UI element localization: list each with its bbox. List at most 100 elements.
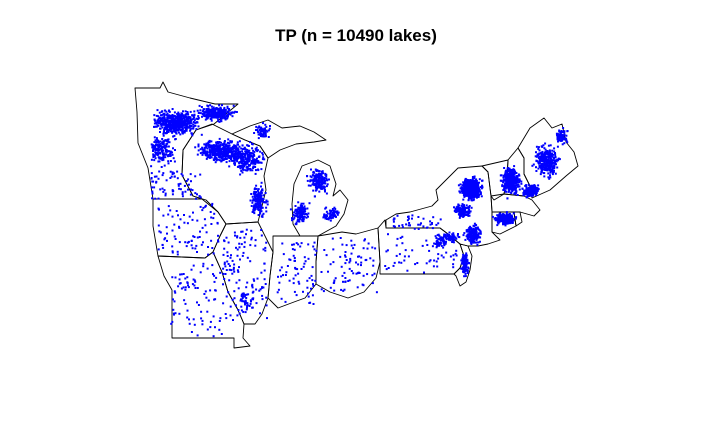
lake-point: [260, 191, 263, 194]
lake-point: [319, 174, 322, 177]
lake-point: [201, 153, 204, 156]
lake-point: [223, 115, 226, 118]
lake-point: [263, 129, 266, 132]
lake-point: [313, 195, 316, 198]
lake-point: [547, 176, 550, 179]
lake-point: [536, 189, 539, 192]
lake-point: [263, 128, 266, 131]
lake-point: [441, 238, 444, 241]
lake-point: [219, 317, 222, 320]
lake-point: [185, 245, 188, 248]
lake-point: [181, 120, 184, 123]
lake-point: [460, 210, 463, 213]
lake-point: [207, 142, 210, 145]
lake-point: [209, 326, 212, 329]
lake-point: [442, 239, 445, 242]
lake-point: [156, 138, 158, 141]
lake-point: [217, 145, 220, 148]
lake-point: [323, 186, 326, 189]
lake-point: [438, 243, 441, 246]
lake-point: [314, 253, 317, 256]
lake-point: [511, 177, 514, 180]
lake-point: [525, 190, 528, 193]
lake-point: [336, 210, 339, 213]
lake-point: [199, 230, 201, 233]
lake-point: [501, 219, 504, 222]
lake-point: [235, 155, 238, 158]
lake-point: [216, 111, 219, 114]
lake-point: [250, 238, 253, 241]
lake-point: [321, 170, 324, 173]
lake-point: [166, 114, 169, 117]
lake-point: [459, 187, 462, 190]
lake-point: [213, 110, 216, 112]
lake-point: [471, 241, 474, 244]
lake-point: [215, 141, 218, 144]
lake-point: [499, 218, 502, 221]
lake-point: [171, 119, 173, 122]
lake-point: [187, 117, 190, 120]
lake-point: [178, 128, 181, 131]
lake-point: [212, 111, 215, 114]
lake-point: [253, 153, 255, 156]
lake-point: [243, 165, 246, 168]
lake-point: [232, 266, 235, 269]
lake-point: [257, 207, 260, 210]
lake-point: [246, 148, 249, 151]
lake-point: [209, 144, 212, 147]
lake-point: [433, 259, 436, 262]
lake-point: [220, 333, 223, 335]
lake-point: [265, 296, 268, 299]
lake-point: [547, 151, 550, 154]
lake-point: [180, 126, 183, 129]
lake-point: [214, 289, 217, 292]
lake-point: [177, 184, 180, 187]
lake-point: [555, 159, 558, 162]
lake-point: [224, 150, 227, 153]
lake-point: [323, 214, 326, 217]
lake-point: [225, 144, 228, 147]
lake-point: [336, 212, 339, 215]
lake-point: [180, 118, 183, 121]
lake-point: [521, 187, 524, 190]
lake-point: [166, 118, 169, 121]
lake-point: [463, 183, 466, 186]
lake-point: [150, 143, 153, 146]
lake-point: [209, 113, 212, 116]
lake-point: [178, 241, 181, 244]
lake-point: [241, 164, 244, 167]
lake-point: [336, 213, 339, 216]
lake-point: [255, 149, 258, 152]
lake-point: [187, 183, 190, 186]
lake-point: [251, 147, 254, 150]
lake-point: [479, 191, 482, 194]
lake-point: [464, 186, 467, 189]
lake-point: [212, 158, 215, 161]
lake-point: [530, 184, 533, 187]
lake-point: [317, 186, 320, 189]
lake-point: [230, 269, 233, 272]
lake-point: [552, 153, 554, 156]
lake-point: [261, 214, 264, 217]
lake-point: [528, 194, 531, 197]
lake-point: [256, 197, 259, 200]
lake-point: [344, 280, 347, 283]
lake-point: [231, 272, 234, 275]
lake-point: [535, 160, 538, 162]
lake-point: [299, 216, 302, 219]
lake-point: [235, 246, 237, 249]
lake-point: [462, 215, 465, 218]
lake-point: [184, 123, 187, 126]
lake-point: [202, 241, 204, 244]
lake-point: [345, 244, 348, 247]
lake-point: [230, 147, 233, 150]
lake-point: [187, 126, 190, 129]
lake-point: [295, 221, 298, 224]
lake-point: [190, 132, 193, 135]
lake-point: [183, 119, 186, 122]
lake-point: [514, 176, 517, 179]
lake-point: [553, 169, 555, 172]
lake-point: [181, 128, 184, 131]
lake-point: [509, 178, 512, 181]
lake-point: [226, 151, 229, 154]
